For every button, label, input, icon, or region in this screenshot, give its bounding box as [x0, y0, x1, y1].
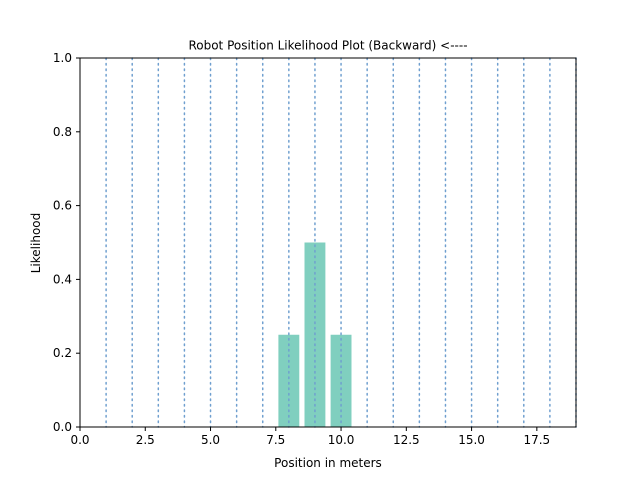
x-tick-label: 7.5 — [266, 433, 285, 447]
x-axis-label: Position in meters — [274, 456, 382, 470]
y-tick-label: 0.8 — [53, 125, 72, 139]
x-tick-label: 0.0 — [70, 433, 89, 447]
y-tick-label: 0.0 — [53, 420, 72, 434]
y-tick-label: 0.6 — [53, 199, 72, 213]
x-tick-label: 5.0 — [201, 433, 220, 447]
y-tick-label: 1.0 — [53, 51, 72, 65]
y-axis-label: Likelihood — [29, 213, 43, 274]
y-tick-label: 0.4 — [53, 272, 72, 286]
x-tick-label: 10.0 — [328, 433, 355, 447]
chart-title: Robot Position Likelihood Plot (Backward… — [188, 39, 467, 53]
x-tick-label: 12.5 — [393, 433, 420, 447]
bar-position-8 — [278, 334, 300, 427]
x-tick-label: 17.5 — [523, 433, 550, 447]
axes-frame — [79, 57, 577, 428]
axes: 0.0 2.5 5.0 7.5 10.0 12.5 15.0 17.5 0.0 0.2 0.4 0.6… — [53, 51, 577, 447]
bar-position-10 — [330, 334, 352, 427]
y-tick-label: 0.2 — [53, 346, 72, 360]
plot-area — [105, 57, 577, 428]
x-tick-label: 2.5 — [136, 433, 155, 447]
x-tick-label: 15.0 — [458, 433, 485, 447]
